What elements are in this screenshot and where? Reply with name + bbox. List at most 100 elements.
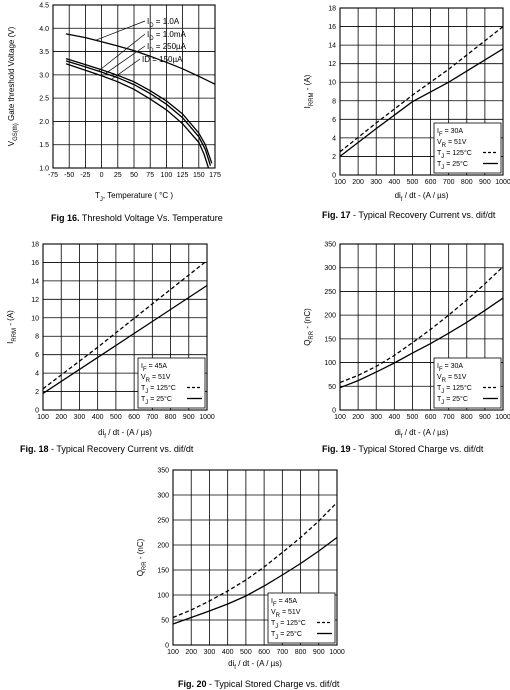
fig18-legend-entry-rest: = 51V (150, 374, 171, 381)
fig19-ytick-label: 100 (324, 360, 336, 367)
fig20-xtick-label: 700 (276, 649, 288, 656)
fig20-series-line-0 (172, 502, 338, 619)
fig19-legend-box (433, 357, 502, 409)
fig18-series-line-0 (42, 260, 208, 390)
fig19-x-axis-label-sub: f (401, 434, 403, 440)
fig16-series-line-3 (65, 63, 210, 169)
fig18-ytick-label: 18 (31, 242, 39, 249)
fig20-xtick-label: 100 (167, 649, 179, 656)
fig20-y-axis-label: QRR - (nC) (136, 538, 148, 576)
fig20-legend-entry-rest: = 25°C (278, 630, 302, 638)
fig17-xtick-label: 200 (352, 179, 364, 186)
fig19-y-axis-label-rest: - (nC) (303, 308, 312, 331)
fig17-xtick-label: 1000 (495, 179, 510, 186)
fig17-xtick-label: 900 (479, 179, 491, 186)
fig20-ytick-label: 100 (157, 593, 169, 600)
fig18-legend-entry-sub: J (145, 400, 148, 406)
fig17-ytick-label: 12 (328, 61, 336, 68)
fig17-legend-entry-sub: R (442, 143, 447, 149)
fig18-xtick-label: 100 (37, 414, 49, 421)
fig16-series-line-0 (65, 33, 216, 85)
fig19-plot-frame (339, 243, 504, 411)
fig20-series-line-1 (172, 536, 338, 625)
fig16-y-axis-label-main: V (7, 140, 16, 146)
fig17-legend-entry-rest: = 25°C (444, 160, 468, 168)
fig17-caption-number: Fig. 17 (322, 210, 351, 220)
fig19-xtick-label: 400 (388, 414, 400, 421)
fig18-legend-entry: TJ = 125°C (141, 384, 176, 395)
fig19-xtick-label: 900 (479, 414, 491, 421)
fig20-x-axis-label: dif / dt - (A / µs) (228, 659, 282, 671)
fig18-ytick-label: 14 (31, 278, 39, 285)
fig19-legend-entry: IF = 30A (437, 363, 463, 373)
fig17-legend-entry: IF = 30A (437, 128, 463, 138)
fig17-legend-entry-rest: = 125°C (444, 149, 472, 157)
fig17-ytick-label: 8 (332, 98, 336, 105)
fig16-x-axis-label-main: T (95, 191, 100, 200)
fig17-chart: 100 200 300 400 500 600 700 800 900 1000 0 2 4 6 8 10 12… (303, 6, 510, 221)
fig17-y-axis-label: IRRM - (A) (303, 74, 315, 108)
fig16-series-line-1 (65, 57, 213, 164)
fig18-xtick-label: 800 (165, 414, 177, 421)
fig17-caption: Fig. 17 - Typical Recovery Current vs. d… (322, 210, 496, 220)
fig16-x-axis-label-sub: J (100, 197, 103, 203)
fig19-xtick-label: 200 (352, 414, 364, 421)
fig20-legend-entry-main: I (271, 598, 273, 605)
fig19-xtick-label: 100 (334, 414, 346, 421)
fig17-y-axis-label-rest: - (A) (303, 74, 312, 92)
fig18-ytick-label: 4 (35, 371, 39, 378)
fig19-legend-entry-rest: = 25°C (444, 395, 468, 403)
fig18-legend-entry: TJ = 25°C (141, 395, 172, 406)
fig18-xtick-label: 1000 (199, 414, 215, 421)
fig17-ytick-label: 14 (328, 43, 336, 50)
fig16-series-label: ID = 250µA (147, 42, 187, 54)
fig20-caption-number: Fig. 20 (178, 679, 207, 689)
fig16-ytick-label: 4.0 (39, 26, 49, 33)
fig19-caption-text: - Typical Stored Charge vs. dif/dt (351, 444, 484, 454)
fig19-caption: Fig. 19 - Typical Stored Charge vs. dif/… (322, 444, 484, 454)
fig19-legend-entry: VR = 51V (437, 374, 467, 384)
fig19-ytick-label: 0 (332, 408, 336, 415)
fig17-legend-entry-rest: = 51V (446, 139, 467, 146)
fig17-xtick-label: 400 (388, 179, 400, 186)
fig20-legend-entry: TJ = 25°C (271, 630, 302, 641)
fig16-xtick-label: 25 (114, 172, 122, 179)
fig18-xtick-label: 900 (183, 414, 195, 421)
fig18-legend-entry-rest: = 45A (147, 363, 168, 370)
fig18-chart: 100 200 300 400 500 600 700 800 900 1000 0 2 4 6 8 10 12… (6, 242, 215, 455)
fig16-xtick-label: 50 (130, 172, 138, 179)
fig19-x-axis-label-rest: / dt - (A / µs) (402, 428, 448, 437)
fig19-ytick-label: 150 (324, 336, 336, 343)
fig19-xtick-label: 1000 (495, 414, 510, 421)
fig17-legend-entry-main: T (437, 150, 442, 157)
fig17-x-axis-label-rest: / dt - (A / µs) (402, 191, 448, 200)
fig18-ytick-label: 12 (31, 297, 39, 304)
fig20-legend-entry: TJ = 125°C (271, 619, 306, 630)
fig16-caption-text: Threshold Voltage Vs. Temperature (80, 213, 223, 223)
fig20-caption-text: - Typical Stored Charge vs. dif/dt (207, 679, 340, 689)
fig17-y-axis-label-sub: RRM (309, 92, 315, 106)
fig17-xtick-label: 500 (407, 179, 419, 186)
fig20-x-axis-label-rest: / dt - (A / µs) (236, 659, 282, 668)
fig20-legend-entry-main: V (271, 609, 276, 616)
fig20-xtick-label: 1000 (329, 649, 345, 656)
fig16-annotation-leader (98, 33, 146, 72)
fig19-xtick-label: 600 (425, 414, 437, 421)
fig19-legend-entry-sub: F (439, 367, 443, 373)
fig19-legend-entry-sub: R (442, 378, 447, 384)
fig17-ytick-label: 2 (332, 154, 336, 161)
fig20-legend-entry-rest: = 51V (280, 609, 301, 616)
fig16-series-label-rest: = 150µA (150, 55, 183, 64)
fig17-legend-entry-main: I (437, 128, 439, 135)
fig16-xtick-label: 100 (161, 172, 173, 179)
fig16-ytick-label: 3.5 (39, 49, 49, 56)
fig19-xtick-label: 700 (443, 414, 455, 421)
fig19-series-line-0 (339, 266, 504, 384)
fig20-xtick-label: 300 (204, 649, 216, 656)
fig19-legend-entry: TJ = 125°C (437, 384, 472, 395)
fig16-chart: -75 -50 -25 0 25 50 75 100 125 150 175 1.0 1.5 2.0 2.5… (7, 3, 223, 224)
fig17-series-line-0 (339, 26, 504, 153)
fig20-legend-entry: VR = 51V (271, 609, 301, 619)
fig18-ytick-label: 10 (31, 315, 39, 322)
fig20-chart: 100 200 300 400 500 600 700 800 900 1000 0 50 100 150… (136, 468, 345, 690)
